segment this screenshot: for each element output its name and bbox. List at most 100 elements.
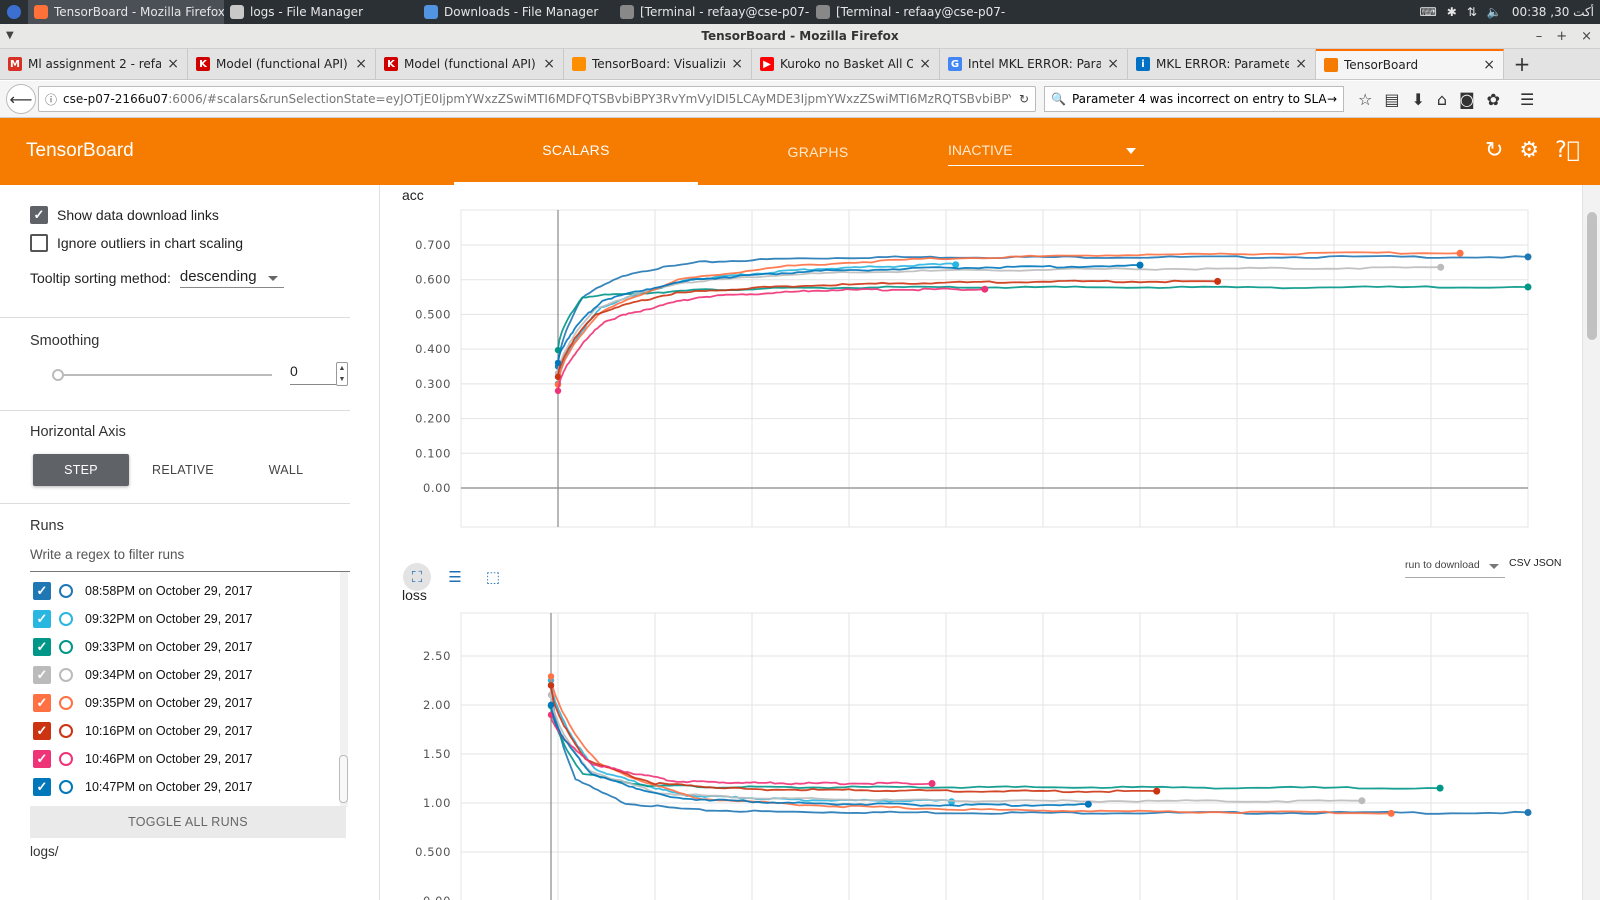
run-row[interactable]: ✓ 10:46PM on October 29, 2017 (30, 745, 340, 773)
home-icon[interactable]: ⌂ (1436, 89, 1448, 109)
inactive-dashboards-select[interactable]: INACTIVE (948, 138, 1144, 166)
ignore-outliers-checkbox[interactable] (30, 234, 48, 252)
run-checkbox[interactable]: ✓ (33, 610, 51, 628)
browser-tab[interactable]: i MKL ERROR: Parameter 4 w × (1128, 49, 1316, 79)
smoothing-slider-knob[interactable] (52, 369, 64, 381)
start-menu-icon[interactable] (0, 0, 28, 24)
refresh-icon[interactable]: ↻ (1484, 138, 1504, 163)
volume-icon[interactable]: 🔈 (1486, 5, 1502, 19)
fit-domain-icon[interactable]: ⬚ (485, 569, 501, 586)
log-scale-icon[interactable]: ☰ (448, 569, 462, 586)
page-scrollbar[interactable] (1582, 185, 1600, 900)
network-icon[interactable]: ⇅ (1466, 5, 1477, 19)
run-radio[interactable] (59, 696, 73, 710)
browser-tab[interactable]: TensorBoard: Visualizing Le × (564, 49, 752, 79)
show-download-links-option[interactable]: ✓ Show data download links (30, 206, 219, 224)
browser-tab[interactable]: M Ml assignment 2 - refaay × (0, 49, 188, 79)
run-checkbox[interactable]: ✓ (33, 666, 51, 684)
bookmark-star-icon[interactable]: ☆ (1358, 89, 1373, 109)
run-radio[interactable] (59, 612, 73, 626)
close-tab-icon[interactable]: × (355, 56, 367, 72)
new-tab-button[interactable]: + (1513, 52, 1531, 76)
downloads-icon[interactable]: ⬇ (1411, 89, 1425, 109)
taskbar-task[interactable]: Downloads - File Manager (418, 0, 614, 24)
run-row[interactable]: ✓ 10:16PM on October 29, 2017 (30, 717, 340, 745)
tab-scalars[interactable]: SCALARS (454, 118, 698, 185)
back-button[interactable]: ⟵ (6, 84, 36, 114)
run-row[interactable]: ✓ 08:58PM on October 29, 2017 (30, 577, 340, 605)
run-radio[interactable] (59, 780, 73, 794)
clock[interactable]: 00:38 ,أكت 30 (1511, 5, 1594, 19)
runs-scrollbar[interactable] (340, 572, 348, 807)
smoothing-input[interactable]: 0 (290, 363, 336, 385)
loss-chart[interactable]: 2.50 2.00 1.50 1.00 0.500 0.00 (381, 605, 1551, 900)
run-row[interactable]: ✓ 09:34PM on October 29, 2017 (30, 661, 340, 689)
browser-tab[interactable]: ▶ Kuroko no Basket All Open × (752, 49, 940, 79)
close-window-button[interactable]: × (1581, 29, 1592, 44)
smoothing-spinner[interactable]: ▲ ▼ (336, 362, 348, 386)
reload-icon[interactable]: ↻ (1018, 92, 1029, 106)
page-scrollbar-thumb[interactable] (1587, 212, 1597, 340)
runs-scrollbar-thumb[interactable] (339, 755, 348, 803)
taskbar-task[interactable]: [Terminal - refaay@cse-p07-... (614, 0, 810, 24)
settings-icon[interactable]: ⚙ (1519, 138, 1540, 163)
run-checkbox[interactable]: ✓ (33, 750, 51, 768)
close-tab-icon[interactable]: × (167, 56, 179, 72)
close-tab-icon[interactable]: × (731, 56, 743, 72)
browser-tab[interactable]: K Model (functional API) - K × (376, 49, 564, 79)
run-radio[interactable] (59, 584, 73, 598)
run-row[interactable]: ✓ 09:32PM on October 29, 2017 (30, 605, 340, 633)
close-tab-icon[interactable]: × (543, 56, 555, 72)
taskbar-task[interactable]: logs - File Manager (224, 0, 418, 24)
run-checkbox[interactable]: ✓ (33, 694, 51, 712)
browser-tab[interactable]: G Intel MKL ERROR: Parame × (940, 49, 1128, 79)
site-info-icon[interactable]: ⓘ (45, 92, 58, 107)
run-radio[interactable] (59, 640, 73, 654)
toggle-all-runs-button[interactable]: TOGGLE ALL RUNS (30, 806, 346, 838)
extension-icon[interactable]: ✿ (1486, 89, 1500, 109)
acc-chart[interactable]: 0.700 0.600 0.500 0.400 0.300 0.200 0.100 0.00 (381, 207, 1551, 529)
pocket-icon[interactable]: ◙ (1459, 89, 1475, 109)
run-checkbox[interactable]: ✓ (33, 778, 51, 796)
run-radio[interactable] (59, 752, 73, 766)
keyboard-layout-icon[interactable]: ⌨ (1419, 5, 1437, 19)
axis-wall-button[interactable]: WALL (268, 463, 304, 477)
download-links[interactable]: CSV JSON (1509, 557, 1562, 569)
reading-list-icon[interactable]: ▤ (1384, 89, 1400, 109)
axis-relative-button[interactable]: RELATIVE (152, 463, 214, 477)
hamburger-menu-icon[interactable]: ☰ (1519, 89, 1535, 109)
runs-filter-input[interactable]: Write a regex to filter runs (30, 547, 350, 572)
show-download-links-checkbox[interactable]: ✓ (30, 206, 48, 224)
run-radio[interactable] (59, 724, 73, 738)
run-checkbox[interactable]: ✓ (33, 638, 51, 656)
close-tab-icon[interactable]: × (1483, 57, 1495, 73)
window-menu-icon[interactable]: ▼ (6, 30, 14, 41)
run-row[interactable]: ✓ 09:33PM on October 29, 2017 (30, 633, 340, 661)
browser-tab[interactable]: TensorBoard × (1316, 49, 1504, 79)
browser-tab[interactable]: K Model (functional API) - K × (188, 49, 376, 79)
close-tab-icon[interactable]: × (1107, 56, 1119, 72)
help-icon[interactable]: ?⃝ (1555, 138, 1580, 163)
fullscreen-icon[interactable]: ⛶ (403, 563, 431, 591)
url-bar[interactable]: ⓘ cse-p07-2166u07:6006/#scalars&runSelec… (38, 86, 1036, 112)
close-tab-icon[interactable]: × (1295, 56, 1307, 72)
taskbar-task[interactable]: [Terminal - refaay@cse-p07-... (810, 0, 1006, 24)
run-radio[interactable] (59, 668, 73, 682)
search-bar[interactable]: 🔍 Parameter 4 was incorrect on entry to … (1044, 86, 1344, 112)
search-go-icon[interactable]: → (1326, 92, 1337, 106)
bluetooth-icon[interactable]: ✱ (1446, 5, 1457, 19)
tooltip-sorting-select[interactable]: descending (179, 268, 284, 288)
run-row[interactable]: ✓ 09:35PM on October 29, 2017 (30, 689, 340, 717)
axis-step-button[interactable]: STEP (33, 454, 129, 486)
close-tab-icon[interactable]: × (919, 56, 931, 72)
ignore-outliers-option[interactable]: Ignore outliers in chart scaling (30, 234, 243, 252)
run-checkbox[interactable]: ✓ (33, 722, 51, 740)
taskbar-task[interactable]: TensorBoard - Mozilla Firefox (28, 0, 224, 24)
tab-graphs[interactable]: GRAPHS (787, 143, 849, 160)
run-checkbox[interactable]: ✓ (33, 582, 51, 600)
minimize-button[interactable]: – (1535, 29, 1543, 44)
maximize-button[interactable]: + (1556, 29, 1568, 44)
smoothing-slider-track[interactable] (58, 374, 272, 376)
run-to-download-select[interactable]: run to download (1405, 556, 1505, 578)
run-row[interactable]: ✓ 10:47PM on October 29, 2017 (30, 773, 340, 801)
